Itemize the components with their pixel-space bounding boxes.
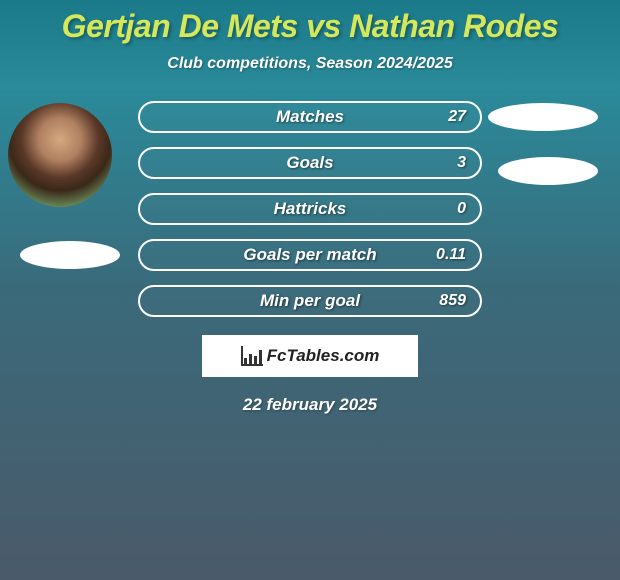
stat-label: Matches xyxy=(276,107,344,127)
page-subtitle: Club competitions, Season 2024/2025 xyxy=(0,55,620,73)
right-value-oval-2 xyxy=(498,157,598,185)
stat-row-goals: Goals 3 xyxy=(138,147,482,179)
page-title: Gertjan De Mets vs Nathan Rodes xyxy=(0,0,620,45)
stat-value: 27 xyxy=(448,108,466,126)
branding-text: FcTables.com xyxy=(267,346,380,366)
comparison-content: Matches 27 Goals 3 Hattricks 0 Goals per… xyxy=(0,101,620,415)
stat-bar-list: Matches 27 Goals 3 Hattricks 0 Goals per… xyxy=(138,101,482,317)
stat-label: Goals per match xyxy=(243,245,376,265)
stat-row-min-per-goal: Min per goal 859 xyxy=(138,285,482,317)
stat-label: Min per goal xyxy=(260,291,360,311)
stat-value: 0 xyxy=(457,200,466,218)
player-avatar xyxy=(8,103,112,207)
stat-row-goals-per-match: Goals per match 0.11 xyxy=(138,239,482,271)
stat-label: Goals xyxy=(286,153,333,173)
left-value-oval xyxy=(20,241,120,269)
chart-icon xyxy=(241,346,263,366)
stat-row-hattricks: Hattricks 0 xyxy=(138,193,482,225)
stat-value: 3 xyxy=(457,154,466,172)
stat-value: 0.11 xyxy=(436,246,466,264)
stat-row-matches: Matches 27 xyxy=(138,101,482,133)
stat-value: 859 xyxy=(439,292,466,310)
right-value-oval-1 xyxy=(488,103,598,131)
stat-label: Hattricks xyxy=(274,199,347,219)
branding-box[interactable]: FcTables.com xyxy=(202,335,418,377)
footer-date: 22 february 2025 xyxy=(0,395,620,415)
